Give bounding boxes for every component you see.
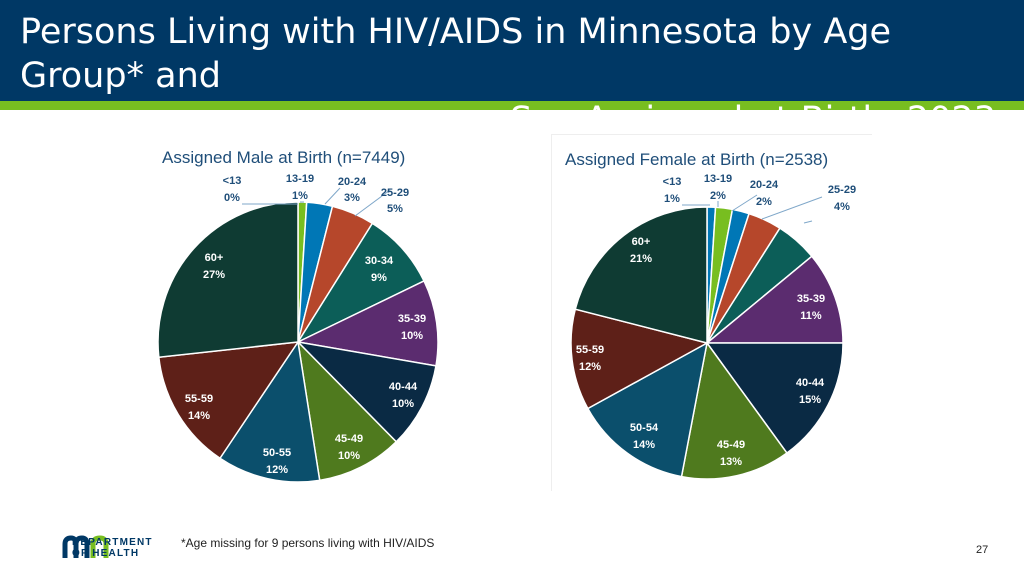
female-percent-label: 15% bbox=[799, 394, 821, 406]
female-slice-50-54 bbox=[586, 341, 709, 478]
male-slice-55-59 bbox=[158, 341, 300, 460]
male-category-label: 25-29 bbox=[381, 187, 409, 199]
female-slice-45-49 bbox=[680, 341, 788, 480]
female-pie-chart-panel: Assigned Female at Birth (n=2538) <13 1% 13… bbox=[551, 134, 872, 491]
female-category-label: <13 bbox=[663, 176, 682, 188]
female-slice-40-44 bbox=[705, 342, 844, 455]
female-percent-label: 21% bbox=[630, 253, 652, 265]
male-leader-line bbox=[324, 187, 341, 205]
male-category-label: 55-59 bbox=[185, 393, 213, 405]
female-category-label: 55-59 bbox=[576, 344, 604, 356]
female-percent-label: 13% bbox=[720, 456, 742, 468]
female-slice-35-39 bbox=[704, 255, 844, 344]
page-number: 27 bbox=[976, 544, 989, 556]
footnote: *Age missing for 9 persons living with H… bbox=[181, 536, 435, 550]
male-pie-slices bbox=[157, 201, 439, 483]
male-percent-label: 0% bbox=[224, 192, 240, 204]
male-percent-label: 10% bbox=[401, 330, 423, 342]
female-percent-label: 12% bbox=[579, 361, 601, 373]
female-leader-line bbox=[761, 196, 823, 220]
male-category-label: 50-55 bbox=[263, 447, 291, 459]
male-percent-label: 10% bbox=[338, 450, 360, 462]
male-percent-label: 9% bbox=[371, 272, 387, 284]
male-slice-60-plus bbox=[157, 201, 299, 359]
female-category-label: 40-44 bbox=[796, 377, 825, 389]
male-category-label: <13 bbox=[223, 175, 242, 187]
female-category-label: 13-19 bbox=[704, 173, 732, 185]
male-slice-50-55 bbox=[218, 339, 321, 483]
female-chart-title: Assigned Female at Birth (n=2538) bbox=[565, 150, 828, 169]
male-category-label: 20-24 bbox=[338, 176, 367, 188]
female-percent-label: 2% bbox=[756, 196, 772, 208]
male-chart-title: Assigned Male at Birth (n=7449) bbox=[162, 148, 405, 167]
male-leader-line bbox=[354, 189, 391, 217]
male-pie-chart: Assigned Male at Birth (n=7449) <13 0% 13-1… bbox=[157, 148, 439, 483]
logo-line-2: OF HEALTH bbox=[72, 548, 140, 559]
female-percent-label: 11% bbox=[800, 310, 822, 322]
female-category-label: 45-49 bbox=[717, 439, 745, 451]
male-percent-label: 10% bbox=[392, 398, 414, 410]
female-category-label: 50-54 bbox=[630, 422, 659, 434]
female-percent-label: 4% bbox=[834, 201, 850, 213]
female-slice-55-59 bbox=[570, 308, 710, 410]
logo-line-1: DEPARTMENT bbox=[72, 537, 153, 548]
female-category-label: 60+ bbox=[632, 236, 651, 248]
male-percent-label: 5% bbox=[387, 203, 403, 215]
header-banner bbox=[0, 0, 1024, 101]
slide-title-line-1: Persons Living with HIV/AIDS in Minnesot… bbox=[20, 12, 892, 96]
male-percent-label: 3% bbox=[344, 192, 360, 204]
female-pie-chart: Assigned Female at Birth (n=2538) <13 1% 13… bbox=[565, 150, 856, 480]
male-slice-40-44 bbox=[295, 340, 437, 443]
male-percent-label: 14% bbox=[188, 410, 210, 422]
male-percent-label: 27% bbox=[203, 269, 225, 281]
female-category-label: 20-24 bbox=[750, 179, 779, 191]
slide-title-line-2: Sex Assigned at Birth, 2023 bbox=[509, 100, 996, 140]
slide-title: Persons Living with HIV/AIDS in Minnesot… bbox=[16, 10, 996, 142]
female-percent-label: 2% bbox=[710, 190, 726, 202]
male-percent-label: 12% bbox=[266, 464, 288, 476]
female-slice-60-plus bbox=[574, 206, 708, 344]
male-category-label: 40-44 bbox=[389, 381, 418, 393]
header-accent-bar bbox=[0, 101, 1024, 110]
male-percent-label: 1% bbox=[292, 190, 308, 202]
male-category-label: 35-39 bbox=[398, 313, 426, 325]
female-category-label: 35-39 bbox=[797, 293, 825, 305]
mdh-logo-icon bbox=[62, 535, 109, 558]
mdh-logo-text: DEPARTMENT OF HEALTH bbox=[72, 537, 153, 559]
female-leader-line bbox=[803, 220, 813, 224]
male-pie-chart-panel: Assigned Male at Birth (n=7449) <13 0% 13-1… bbox=[150, 140, 450, 490]
male-slice-35-39 bbox=[295, 279, 439, 367]
male-category-label: 30-34 bbox=[365, 255, 394, 267]
female-percent-label: 14% bbox=[633, 439, 655, 451]
male-category-label: 45-49 bbox=[335, 433, 363, 445]
male-category-label: 60+ bbox=[205, 252, 224, 264]
male-slice-45-49 bbox=[296, 339, 398, 482]
male-category-label: 13-19 bbox=[286, 173, 314, 185]
female-leader-line bbox=[731, 194, 758, 212]
female-category-label: 25-29 bbox=[828, 184, 856, 196]
female-pie-slices bbox=[570, 206, 844, 480]
female-percent-label: 1% bbox=[664, 193, 680, 205]
